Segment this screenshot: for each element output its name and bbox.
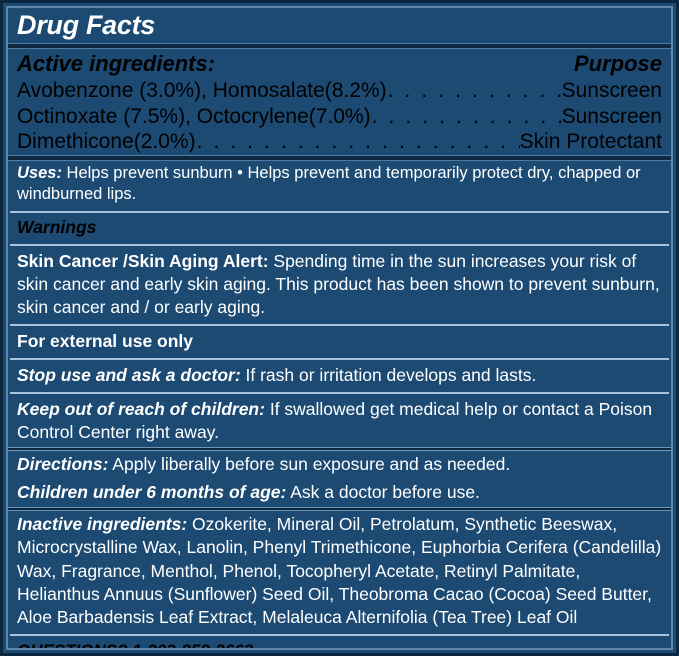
warning-text: Spending time in the sun increases your … xyxy=(17,250,660,317)
active-ingredient-row: Dimethicone(2.0%) . . . . . . . . . . . … xyxy=(8,129,671,155)
divider-title xyxy=(8,43,671,50)
inactive-ingredients-section: Inactive ingredients: Ozokerite, Mineral… xyxy=(8,511,671,631)
warning-item: Stop use and ask a doctor: If rash or ir… xyxy=(8,362,671,390)
divider-warning-3 xyxy=(10,392,669,395)
active-ingredients-header: Active ingredients: Purpose xyxy=(8,49,671,78)
warning-text: If rash or irritation develops and lasts… xyxy=(240,364,537,385)
active-ingredient-row: Avobenzone (3.0%), Homosalate(8.2%) . . … xyxy=(8,78,671,104)
inactive-ingredients-text: Ozokerite, Mineral Oil, Petrolatum, Synt… xyxy=(17,514,662,627)
uses-text: Helps prevent sunburn • Helps prevent an… xyxy=(17,163,641,204)
directions-section: Directions: Apply liberally before sun e… xyxy=(8,451,671,479)
ingredient-name: Dimethicone(2.0%) xyxy=(17,130,196,154)
active-ingredients-label: Active ingredients: xyxy=(17,51,216,77)
divider-warnings xyxy=(8,447,671,452)
purpose-label: Purpose xyxy=(573,51,662,77)
warning-heading: Skin Cancer /Skin Aging Alert: xyxy=(17,250,269,271)
page-title: Drug Facts xyxy=(17,10,156,40)
directions-heading: Directions: xyxy=(17,454,109,475)
warning-item: Keep out of reach of children: If swallo… xyxy=(8,396,671,447)
ingredient-name: Avobenzone (3.0%), Homosalate(8.2%) xyxy=(17,78,387,102)
leader-dots: . . . . . . . . . . . . . . . . . . . . … xyxy=(387,78,562,102)
divider-warning-1 xyxy=(10,323,669,326)
divider-uses xyxy=(10,210,669,213)
warning-item: Skin Cancer /Skin Aging Alert: Spending … xyxy=(8,248,671,322)
divider-directions xyxy=(8,507,671,512)
warning-text: If swallowed get medical help or contact… xyxy=(17,399,653,443)
children-text: Ask a doctor before use. xyxy=(286,482,480,503)
warning-heading: Keep out of reach of children: xyxy=(17,399,265,420)
warning-heading: For external use only xyxy=(17,330,194,351)
children-heading: Children under 6 months of age: xyxy=(17,482,287,503)
warnings-heading: Warnings xyxy=(17,216,97,237)
divider-active xyxy=(8,154,671,161)
children-section: Children under 6 months of age: Ask a do… xyxy=(8,479,671,507)
uses-section: Uses: Helps prevent sunburn • Helps prev… xyxy=(8,161,671,209)
directions-text: Apply liberally before sun exposure and … xyxy=(108,454,511,475)
questions-phone: QUESTIONS? 1-203-858-2663 xyxy=(8,638,671,648)
uses-heading: Uses: xyxy=(17,163,62,182)
ingredient-purpose: Sunscreen xyxy=(561,104,662,128)
divider-warnings-heading xyxy=(10,243,669,246)
ingredient-name: Octinoxate (7.5%), Octocrylene(7.0%) xyxy=(17,104,371,128)
divider-inactive xyxy=(10,633,669,636)
ingredient-purpose: Skin Protectant xyxy=(519,130,662,154)
inactive-ingredients-heading: Inactive ingredients: xyxy=(17,514,188,535)
ingredient-purpose: Sunscreen xyxy=(561,78,662,102)
divider-warning-2 xyxy=(10,357,669,360)
leader-dots: . . . . . . . . . . . . . . . . . . . . … xyxy=(371,104,562,128)
leader-dots: . . . . . . . . . . . . . . . . . . . . … xyxy=(196,130,520,154)
warning-heading: Stop use and ask a doctor: xyxy=(17,364,241,385)
active-ingredient-row: Octinoxate (7.5%), Octocrylene(7.0%) . .… xyxy=(8,104,671,130)
warning-item: For external use only xyxy=(8,328,671,356)
